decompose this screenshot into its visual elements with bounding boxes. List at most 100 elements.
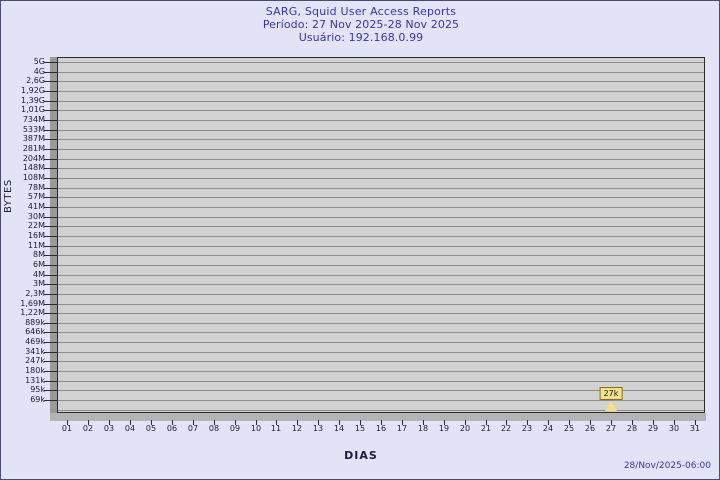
y-tick-label: 1,69M (20, 299, 45, 308)
gridline (58, 342, 704, 343)
gridline (58, 294, 704, 295)
y-tick-label: 108M (22, 173, 45, 182)
y-tick-label: 11M (27, 241, 45, 250)
gridline (58, 120, 704, 121)
y-tick-mark (44, 255, 57, 256)
y-tick-label: 148M (22, 163, 45, 172)
report-user: Usuário: 192.168.0.99 (298, 31, 424, 44)
y-tick-label: 247k (25, 356, 45, 365)
gridline (58, 207, 704, 208)
y-tick-label: 1,92G (20, 86, 45, 95)
y-tick-label: 5G (33, 57, 45, 66)
x-tick-mark (193, 420, 194, 425)
y-tick-label: 341k (25, 347, 45, 356)
x-tick-label: 27 (605, 424, 617, 433)
gridline (58, 81, 704, 82)
gridline (58, 410, 704, 411)
y-tick-mark (44, 120, 57, 121)
y-tick-label: 16M (27, 231, 45, 240)
y-tick-mark (44, 159, 57, 160)
gridline (58, 371, 704, 372)
gridline (58, 72, 704, 73)
x-tick-label: 22 (500, 424, 512, 433)
y-tick-mark (44, 236, 57, 237)
x-tick-label: 21 (480, 424, 492, 433)
x-tick-label: 01 (61, 424, 73, 433)
y-tick-label: 646k (25, 327, 45, 336)
x-tick-label: 26 (584, 424, 596, 433)
x-tick-mark (465, 420, 466, 425)
plot-canvas (57, 57, 705, 413)
x-tick-mark (653, 420, 654, 425)
y-tick-label: 281M (22, 144, 45, 153)
x-tick-mark (297, 420, 298, 425)
y-tick-mark (44, 168, 57, 169)
report-period: Período: 27 Nov 2025-28 Nov 2025 (262, 18, 460, 31)
x-tick-label: 11 (270, 424, 282, 433)
x-tick-mark (318, 420, 319, 425)
x-tick-mark (548, 420, 549, 425)
gridline (58, 352, 704, 353)
gridline (58, 381, 704, 382)
y-tick-label: 95k (30, 385, 45, 394)
y-tick-label: 69k (30, 395, 45, 404)
y-tick-mark (44, 332, 57, 333)
x-tick-mark (151, 420, 152, 425)
gridline (58, 313, 704, 314)
y-tick-label: 1,22M (20, 308, 45, 317)
gridline (58, 265, 704, 266)
x-tick-mark (381, 420, 382, 425)
y-tick-mark (44, 101, 57, 102)
x-tick-label: 02 (82, 424, 94, 433)
y-tick-mark (44, 149, 57, 150)
generated-timestamp: 28/Nov/2025-06:00 (623, 461, 711, 471)
y-tick-label: 1,39G (20, 96, 45, 105)
gridline (58, 188, 704, 189)
x-tick-label: 09 (229, 424, 241, 433)
y-tick-label: 8M (33, 250, 45, 259)
x-tick-label: 23 (521, 424, 533, 433)
gridline (58, 226, 704, 227)
gridline (58, 304, 704, 305)
gridline (58, 255, 704, 256)
y-tick-label: 57M (27, 192, 45, 201)
y-tick-mark (44, 178, 57, 179)
y-tick-mark (44, 197, 57, 198)
y-tick-label: 889k (25, 318, 45, 327)
y-tick-mark (44, 361, 57, 362)
y-tick-label: 734M (22, 115, 45, 124)
x-tick-mark (590, 420, 591, 425)
x-tick-label: 05 (145, 424, 157, 433)
plot-area (50, 57, 706, 421)
x-tick-label: 18 (417, 424, 429, 433)
gridline (58, 323, 704, 324)
x-tick-mark (527, 420, 528, 425)
y-tick-mark (44, 313, 57, 314)
gridline (58, 217, 704, 218)
y-tick-mark (44, 304, 57, 305)
gridline (58, 236, 704, 237)
x-tick-mark (67, 420, 68, 425)
data-point-label: 27k (599, 387, 623, 400)
x-tick-mark (360, 420, 361, 425)
y-tick-mark (44, 110, 57, 111)
gridline (58, 361, 704, 362)
x-tick-mark (109, 420, 110, 425)
y-tick-label: 30M (27, 212, 45, 221)
y-tick-label: 3M (33, 279, 45, 288)
x-tick-mark (214, 420, 215, 425)
y-tick-label: 2,3M (25, 289, 45, 298)
x-tick-mark (88, 420, 89, 425)
x-tick-label: 10 (250, 424, 262, 433)
page-title: SARG, Squid User Access Reports (265, 5, 457, 18)
y-tick-mark (44, 400, 57, 401)
y-tick-label: 41M (27, 202, 45, 211)
x-tick-label: 20 (459, 424, 471, 433)
y-tick-mark (44, 188, 57, 189)
x-tick-label: 14 (333, 424, 345, 433)
y-tick-label: 204M (22, 154, 45, 163)
x-tick-label: 29 (647, 424, 659, 433)
x-tick-mark (632, 420, 633, 425)
y-tick-mark (44, 323, 57, 324)
